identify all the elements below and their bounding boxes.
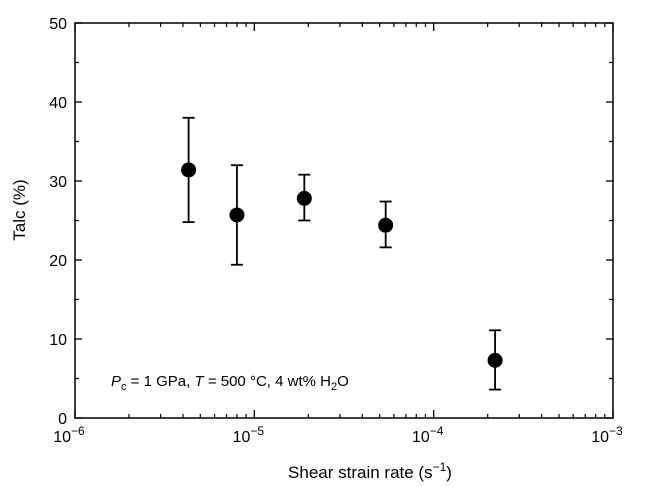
y-axis: 0 10 20 30 40 50 xyxy=(49,16,613,428)
x-axis-label-exponent: −1 xyxy=(433,460,447,474)
annotation-temperature-symbol: T xyxy=(194,373,205,390)
data-point xyxy=(487,352,503,368)
data-point-group xyxy=(296,173,312,222)
data-point xyxy=(181,162,197,178)
y-tick-label: 10 xyxy=(49,332,67,349)
x-tick-label-base: 10 xyxy=(591,429,609,446)
data-point xyxy=(296,190,312,206)
x-axis-label-main: Shear strain rate (s xyxy=(288,463,433,482)
data-point-group xyxy=(181,116,197,223)
data-point xyxy=(229,207,245,223)
x-tick-label-base: 10 xyxy=(53,429,71,446)
annotation-water-subscript: 2 xyxy=(331,381,337,393)
annotation-pressure-symbol: P xyxy=(111,373,121,390)
y-tick-label: 50 xyxy=(49,16,67,33)
x-axis: 10−6 10−5 10−4 10−3 xyxy=(53,23,623,446)
annotation-pressure-subscript: c xyxy=(121,381,127,393)
annotation-pressure-value: = 1 GPa, xyxy=(127,373,195,390)
x-tick-label: 10−6 xyxy=(53,424,85,446)
x-tick-label-exponent: −6 xyxy=(71,424,85,438)
x-tick-label-base: 10 xyxy=(233,429,251,446)
data-series xyxy=(181,116,503,391)
data-point-group xyxy=(378,200,394,249)
plot-border xyxy=(74,22,614,419)
x-axis-label-close: ) xyxy=(446,463,452,482)
data-point-group xyxy=(229,164,245,266)
x-tick-label: 10−3 xyxy=(591,424,623,446)
y-tick-label: 0 xyxy=(58,411,67,428)
y-tick-label: 40 xyxy=(49,95,67,112)
x-tick-label: 10−5 xyxy=(233,424,265,446)
annotation-water-end: O xyxy=(337,373,349,390)
x-tick-label: 10−4 xyxy=(412,424,444,446)
x-tick-label-exponent: −3 xyxy=(609,424,623,438)
annotation-temperature-value: = 500 °C, 4 wt% H xyxy=(204,373,331,390)
y-axis-label: Talc (%) xyxy=(10,179,29,240)
x-tick-label-base: 10 xyxy=(412,429,430,446)
x-tick-label-exponent: −4 xyxy=(430,424,444,438)
x-tick-label-exponent: −5 xyxy=(250,424,264,438)
plot-frame xyxy=(74,22,614,419)
data-point xyxy=(378,217,394,233)
x-axis-label: Shear strain rate (s−1) xyxy=(288,460,452,482)
y-tick-label: 20 xyxy=(49,253,67,270)
conditions-annotation: Pc = 1 GPa, T = 500 °C, 4 wt% H2O xyxy=(111,373,349,393)
y-tick-label: 30 xyxy=(49,174,67,191)
data-point-group xyxy=(487,329,503,391)
